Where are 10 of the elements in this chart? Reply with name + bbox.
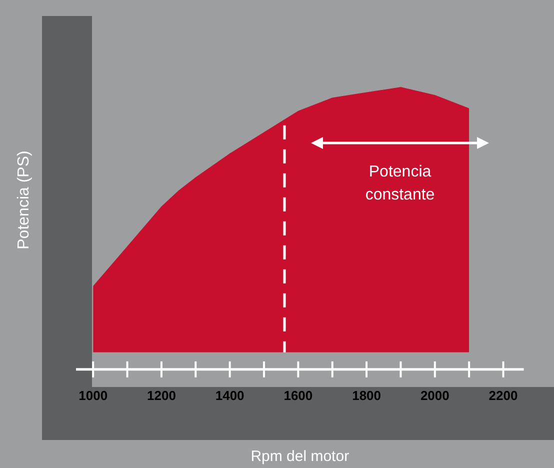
annotation: Potencia constante	[365, 163, 435, 204]
x-tick-label: 1400	[215, 388, 244, 403]
x-tick-label: 2200	[488, 388, 518, 403]
x-axis-title: Rpm del motor	[250, 448, 350, 466]
x-tick-label: 1800	[352, 388, 381, 403]
y-axis-title: Potencia (PS)	[15, 150, 32, 250]
x-tick-label: 1200	[146, 388, 176, 403]
x-tick-label: 1600	[284, 388, 313, 403]
x-tick-label: 1000	[78, 388, 108, 403]
x-tick-label: 2000	[420, 388, 450, 403]
